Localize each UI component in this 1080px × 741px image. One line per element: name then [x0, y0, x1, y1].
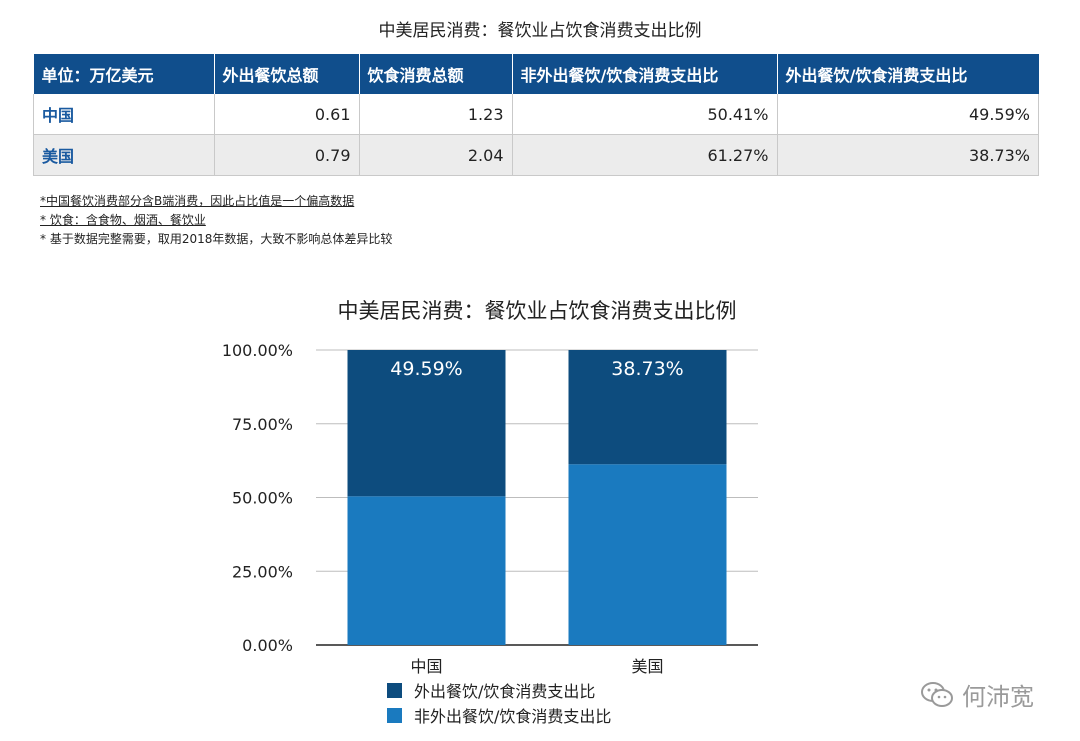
table-cell: 0.79 [214, 134, 360, 176]
bar-segment-non-dining [568, 464, 727, 645]
header-unit: 单位：万亿美元 [33, 54, 215, 94]
footnote: * 基于数据完整需要，取用2018年数据，大致不影响总体差异比较 [40, 232, 393, 246]
x-category-label: 中国 [410, 657, 442, 676]
chart-title: 中美居民消费：餐饮业占饮食消费支出比例 [338, 299, 737, 323]
legend-label: 非外出餐饮/饮食消费支出比 [414, 707, 611, 726]
row-label: 中国 [33, 94, 215, 135]
table-title: 中美居民消费：餐饮业占饮食消费支出比例 [378, 21, 702, 41]
legend-swatch [387, 683, 402, 698]
table-cell: 61.27% [512, 134, 778, 176]
footnote: * 饮食：含食物、烟酒、餐饮业 [40, 213, 206, 227]
table-row: 中国 0.61 1.23 50.41% 49.59% [33, 94, 1039, 135]
wechat-icon [921, 681, 953, 707]
y-tick-label: 0.00% [242, 636, 293, 655]
watermark-text: 何沛宽 [962, 683, 1034, 711]
watermark: 何沛宽 [920, 677, 1034, 712]
y-tick-label: 25.00% [232, 562, 293, 581]
table-row: 美国 0.79 2.04 61.27% 38.73% [33, 134, 1039, 176]
footnotes: *中国餐饮消费部分含B端消费，因此占比值是一个偏高数据 * 饮食：含食物、烟酒、… [40, 192, 392, 249]
y-tick-label: 50.00% [232, 489, 293, 508]
y-tick-label: 75.00% [232, 415, 293, 434]
row-label: 美国 [33, 134, 215, 176]
table-cell: 50.41% [512, 94, 778, 135]
x-category-label: 美国 [631, 657, 663, 676]
bar-segment-dining [347, 350, 506, 497]
data-table: 单位：万亿美元 外出餐饮总额 饮食消费总额 非外出餐饮/饮食消费支出比 外出餐饮… [33, 54, 1039, 176]
header-non-dining-ratio: 非外出餐饮/饮食消费支出比 [512, 54, 778, 94]
header-food-total: 饮食消费总额 [359, 54, 513, 94]
legend-swatch [387, 708, 402, 723]
table-cell: 0.61 [214, 94, 360, 135]
header-dining-ratio: 外出餐饮/饮食消费支出比 [777, 54, 1039, 94]
bar-segment-dining [568, 350, 727, 465]
table-cell: 38.73% [777, 134, 1039, 176]
legend-label: 外出餐饮/饮食消费支出比 [414, 682, 595, 701]
table-cell: 49.59% [777, 94, 1039, 135]
y-tick-label: 100.00% [222, 341, 293, 360]
footnote: *中国餐饮消费部分含B端消费，因此占比值是一个偏高数据 [40, 194, 355, 208]
table-cell: 1.23 [359, 94, 513, 135]
bar-segment-non-dining [347, 496, 506, 645]
table-cell: 2.04 [359, 134, 513, 176]
header-dining-out-total: 外出餐饮总额 [214, 54, 360, 94]
table-header-row: 单位：万亿美元 外出餐饮总额 饮食消费总额 非外出餐饮/饮食消费支出比 外出餐饮… [33, 54, 1039, 94]
data-label: 38.73% [611, 358, 683, 380]
data-label: 49.59% [390, 358, 462, 380]
